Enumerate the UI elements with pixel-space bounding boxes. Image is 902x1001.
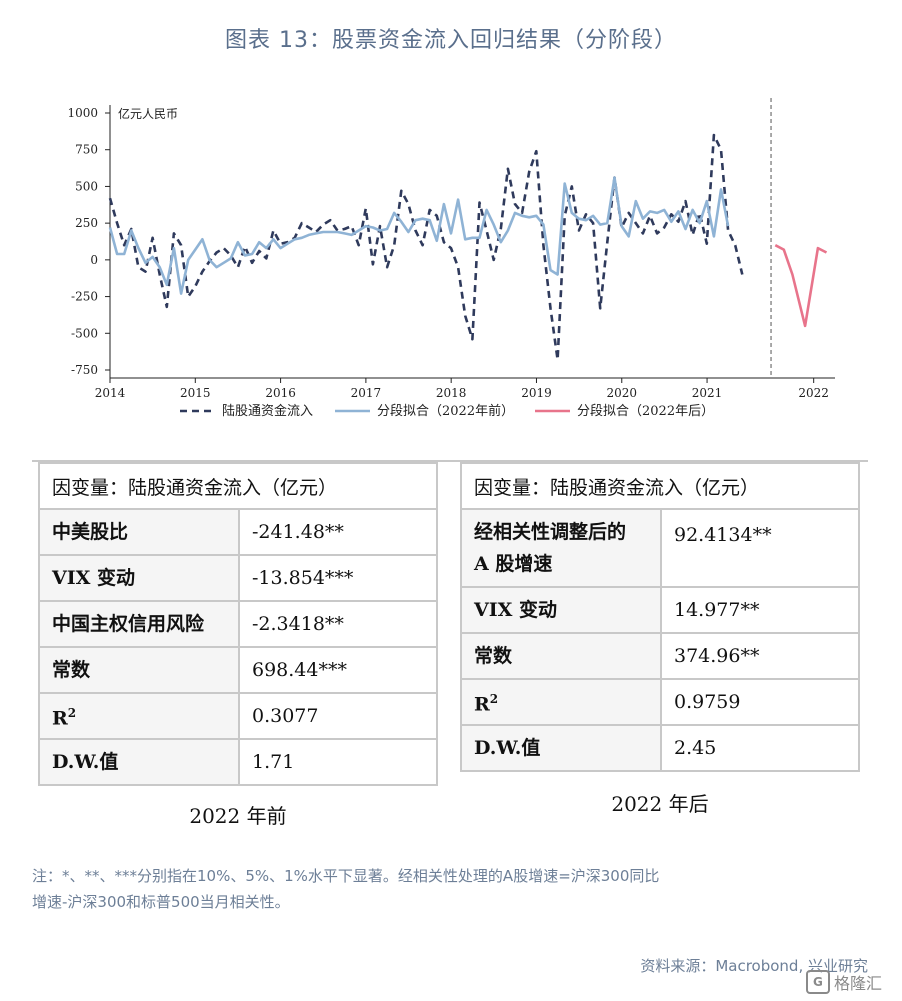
row-value: 374.96** — [660, 632, 860, 680]
right-table-caption: 2022 年后 — [611, 792, 709, 816]
row-key: R2 — [460, 678, 662, 726]
row-key: D.W.值 — [38, 738, 240, 786]
line-chart: 亿元人民币 1000 750 500 250 0 -250 -500 -750 2014 2015 2… — [67, 98, 835, 419]
x-tick-label: 2015 — [180, 386, 211, 400]
chart-legend: 陆股通资金流入 分段拟合（2022年前） 分段拟合（2022年后） — [180, 403, 714, 419]
x-tick-label: 2018 — [436, 386, 467, 400]
watermark: G 格隆汇 — [805, 970, 882, 994]
x-tick-label: 2020 — [606, 386, 637, 400]
y-tick-label: 750 — [75, 143, 98, 157]
series-line-2 — [108, 176, 730, 295]
table-row: D.W.值 2.45 — [460, 724, 860, 772]
table-row: 中国主权信用风险 -2.3418** — [38, 600, 438, 648]
y-tick-label: -500 — [71, 326, 98, 340]
legend-label: 陆股通资金流入 — [222, 403, 313, 419]
legend-label: 分段拟合（2022年前） — [377, 403, 514, 419]
y-tick-label: 500 — [75, 179, 98, 193]
row-key: VIX 变动 — [460, 586, 662, 634]
left-table-header: 因变量：陆股通资金流入（亿元） — [38, 462, 438, 510]
right-table-header: 因变量：陆股通资金流入（亿元） — [460, 462, 860, 510]
legend-label: 分段拟合（2022年后） — [577, 404, 714, 419]
row-value: 0.9759 — [660, 678, 860, 726]
x-tick-label: 2022 — [798, 386, 829, 400]
table-row: R2 0.3077 — [38, 692, 438, 740]
table-row: 常数 698.44*** — [38, 646, 438, 694]
row-key: 经相关性调整后的 A 股增速 — [460, 508, 662, 588]
row-value: 698.44*** — [238, 646, 438, 694]
table-row: 常数 374.96** — [460, 632, 860, 680]
row-key: 常数 — [460, 632, 662, 680]
table-row: VIX 变动 14.977** — [460, 586, 860, 634]
table-row: VIX 变动 -13.854*** — [38, 554, 438, 602]
row-value: -241.48** — [238, 508, 438, 556]
x-tick-label: 2017 — [351, 386, 382, 400]
x-tick-label: 2021 — [692, 386, 723, 400]
table-divider — [32, 460, 868, 462]
y-unit-label: 亿元人民币 — [118, 106, 178, 121]
row-key: 中国主权信用风险 — [38, 600, 240, 648]
table-row: R2 0.9759 — [460, 678, 860, 726]
y-tick-label: -750 — [71, 363, 98, 377]
footnote-line-2: 增速-沪深300和标普500当月相关性。 — [32, 893, 290, 911]
row-value: 2.45 — [660, 724, 860, 772]
page-title: 图表 13：股票资金流入回归结果（分阶段） — [225, 28, 677, 53]
row-value: 92.4134** — [660, 508, 860, 588]
row-key: D.W.值 — [460, 724, 662, 772]
footnote: 注：*、**、***分别指在10%、5%、1%水平下显著。经相关性处理的A股增速… — [32, 863, 792, 915]
row-key: R2 — [38, 692, 240, 740]
watermark-logo-icon: G — [805, 970, 830, 994]
y-tick-label: -250 — [71, 290, 98, 304]
y-tick-label: 250 — [75, 216, 98, 230]
row-value: -13.854*** — [238, 554, 438, 602]
row-value: -2.3418** — [238, 600, 438, 648]
x-tick-label: 2019 — [521, 386, 552, 400]
table-row: D.W.值 1.71 — [38, 738, 438, 786]
left-regression-table: 因变量：陆股通资金流入（亿元） 中美股比 -241.48** VIX 变动 -13.8… — [38, 462, 438, 786]
right-regression-table: 因变量：陆股通资金流入（亿元） 经相关性调整后的 A 股增速 92.4134** V… — [460, 462, 860, 772]
row-value: 0.3077 — [238, 692, 438, 740]
footnote-line-1: 注：*、**、***分别指在10%、5%、1%水平下显著。经相关性处理的A股增速… — [32, 867, 660, 885]
table-row: 经相关性调整后的 A 股增速 92.4134** — [460, 508, 860, 588]
series-line-1 — [108, 133, 744, 361]
row-value: 14.977** — [660, 586, 860, 634]
chart-axes: 亿元人民币 1000 750 500 250 0 -250 -500 -750 2014 2015 2… — [67, 98, 835, 400]
row-value: 1.71 — [238, 738, 438, 786]
series-line-3 — [774, 244, 828, 328]
watermark-text: 格隆汇 — [833, 974, 882, 993]
chart-lines — [108, 133, 828, 361]
table-row: 中美股比 -241.48** — [38, 508, 438, 556]
left-table-caption: 2022 年前 — [189, 804, 287, 828]
y-tick-label: 1000 — [67, 106, 98, 120]
y-tick-label: 0 — [90, 253, 98, 267]
row-key: VIX 变动 — [38, 554, 240, 602]
x-tick-label: 2014 — [95, 386, 126, 400]
x-tick-label: 2016 — [265, 386, 296, 400]
row-key: 常数 — [38, 646, 240, 694]
row-key: 中美股比 — [38, 508, 240, 556]
